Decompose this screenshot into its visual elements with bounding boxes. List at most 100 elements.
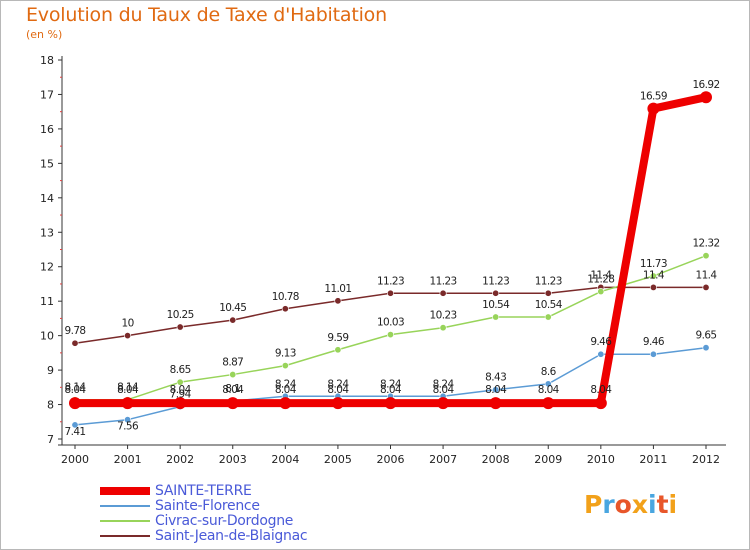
series-point-2 [229, 371, 237, 379]
series-point-0 [647, 102, 660, 115]
data-label: 9.46 [590, 336, 612, 348]
x-tick-label: 2000 [61, 453, 89, 466]
data-label: 8.24 [275, 378, 297, 390]
data-label: 8.14 [117, 382, 139, 394]
series-point-1 [702, 344, 710, 352]
series-point-0 [331, 397, 344, 410]
data-label: 7.41 [65, 426, 86, 438]
data-label: 8.04 [590, 384, 612, 396]
series-point-1 [544, 380, 552, 388]
series-point-3 [439, 289, 447, 297]
data-label: 16.92 [692, 79, 719, 91]
data-label: 10.03 [377, 317, 404, 329]
data-label: 10.23 [430, 310, 457, 322]
data-label: 11.73 [640, 258, 667, 270]
series-line-0 [71, 93, 710, 408]
x-tick-label: 2007 [429, 453, 457, 466]
data-label: 8.43 [485, 372, 506, 384]
data-label: 12.32 [692, 238, 719, 250]
y-tick-label: 18 [40, 54, 54, 67]
series-point-2 [176, 378, 184, 386]
data-label: 8.87 [222, 357, 243, 369]
data-label: 7.94 [170, 389, 192, 401]
y-tick-label: 13 [40, 226, 54, 239]
series-point-1 [71, 421, 79, 429]
series-point-3 [229, 316, 237, 324]
series-point-2 [649, 272, 657, 280]
series-point-0 [174, 397, 187, 410]
logo-letter: x [631, 490, 648, 519]
y-tick-label: 7 [47, 433, 54, 446]
x-tick-label: 2010 [587, 453, 615, 466]
y-tick-label: 14 [40, 192, 54, 205]
chart-title: Evolution du Taux de Taxe d'Habitation [26, 4, 387, 26]
x-tick-label: 2002 [166, 453, 194, 466]
series-point-2 [439, 324, 447, 332]
data-label: 10.25 [167, 309, 194, 321]
data-label: 8.04 [117, 384, 139, 396]
data-label: 8.04 [485, 384, 507, 396]
data-label: 8.14 [65, 382, 87, 394]
x-tick-label: 2004 [271, 453, 299, 466]
data-label: 8.1 [225, 383, 240, 395]
series-point-2 [544, 313, 552, 321]
series-point-3 [71, 339, 79, 347]
logo-letter: r [602, 490, 615, 519]
data-label: 9.13 [275, 348, 296, 360]
series-point-0 [542, 397, 555, 410]
data-label: 8.04 [222, 384, 244, 396]
data-label: 8.24 [380, 378, 402, 390]
logo-letter: P [584, 490, 603, 519]
series-point-0 [489, 397, 502, 410]
series-point-3 [281, 305, 289, 313]
data-label: 16.59 [640, 91, 667, 103]
data-label: 8.65 [170, 364, 191, 376]
data-label: 11.23 [430, 275, 457, 287]
series-point-2 [597, 288, 605, 296]
data-label: 10.78 [272, 291, 299, 303]
series-point-3 [649, 283, 657, 291]
y-tick-label: 15 [40, 157, 54, 170]
series-point-0 [437, 397, 450, 410]
data-label: 7.56 [117, 421, 139, 433]
series-point-3 [702, 283, 710, 291]
data-label: 8.24 [433, 378, 455, 390]
x-tick-label: 2003 [219, 453, 247, 466]
data-label: 8.6 [541, 366, 557, 378]
data-label: 11.4 [696, 269, 718, 281]
logo-letter: o [614, 490, 632, 519]
series-point-2 [702, 252, 710, 260]
x-tick-label: 2001 [114, 453, 142, 466]
legend-label: Saint-Jean-de-Blaignac [155, 528, 308, 544]
data-label: 11.4 [643, 269, 665, 281]
series-point-3 [544, 289, 552, 297]
data-label: 9.65 [696, 330, 717, 342]
series-point-1 [492, 386, 500, 394]
y-tick-label: 16 [40, 123, 54, 136]
y-tick-label: 11 [40, 295, 54, 308]
legend-swatch [100, 535, 150, 537]
logo-letter: i [668, 490, 678, 519]
data-label: 8.04 [538, 384, 560, 396]
series-point-0 [700, 91, 712, 104]
legend-swatch [100, 520, 150, 522]
series-point-0 [69, 397, 81, 410]
y-tick-label: 10 [40, 330, 54, 343]
logo-letter: t [656, 490, 669, 519]
proxiti-logo: Proxiti [584, 490, 677, 519]
series-point-0 [594, 397, 607, 410]
x-tick-label: 2011 [639, 453, 667, 466]
series-point-0 [384, 397, 397, 410]
data-label: 10.45 [219, 302, 246, 314]
data-label: 8.24 [327, 378, 349, 390]
legend-label: SAINTE-TERRE [155, 483, 252, 499]
data-label: 11.4 [590, 269, 612, 281]
data-label: 9.46 [643, 336, 665, 348]
data-label: 11.28 [587, 274, 614, 286]
y-tick-label: 8 [47, 399, 54, 412]
data-label: 9.78 [65, 325, 86, 337]
series-point-0 [226, 397, 239, 410]
data-label: 10.54 [535, 299, 563, 311]
series-point-2 [386, 331, 394, 339]
